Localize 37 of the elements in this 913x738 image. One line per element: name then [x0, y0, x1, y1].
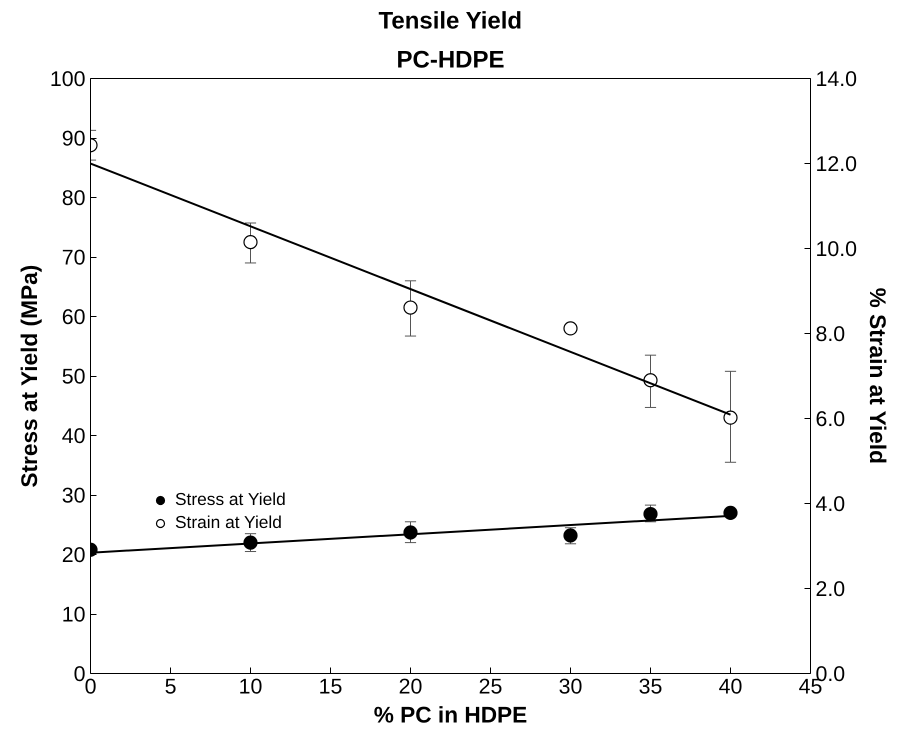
y-axis-title: Stress at Yield (MPa) [16, 264, 42, 488]
y-tick-label: 10 [62, 602, 86, 626]
y2-tick-label: 14.0 [816, 67, 858, 91]
point [563, 321, 578, 336]
x-tick-label: 20 [398, 674, 422, 698]
legend-label: Stress at Yield [175, 489, 286, 510]
y-tick-label: 40 [62, 424, 86, 448]
y-tick-label: 60 [62, 305, 86, 329]
y-tick-label: 100 [50, 67, 86, 91]
y-tick-label: 30 [62, 484, 86, 508]
x-axis-title: % PC in HDPE [374, 702, 528, 728]
chart-title: Tensile Yield [378, 8, 522, 34]
y-tick-label: 80 [62, 186, 86, 210]
y-tick-label: 90 [62, 126, 86, 150]
x-tick-label: 15 [318, 674, 342, 698]
x-tick-label: 5 [164, 674, 176, 698]
y2-tick-label: 4.0 [816, 492, 846, 516]
chart-subtitle: PC-HDPE [396, 46, 505, 74]
legend-label: Strain at Yield [175, 512, 282, 533]
y-tick-label: 20 [62, 543, 86, 567]
point [723, 410, 738, 425]
y2-tick-label: 10.0 [816, 237, 858, 261]
point [403, 300, 418, 315]
point [723, 506, 738, 520]
x-tick-label: 40 [718, 674, 742, 698]
x-tick-label: 35 [638, 674, 662, 698]
x-tick-label: 30 [558, 674, 582, 698]
y2-axis-title: % Strain at Yield [865, 288, 892, 464]
y2-tick-label: 12.0 [816, 152, 858, 176]
x-tick-label: 25 [478, 674, 502, 698]
y2-tick-label: 6.0 [816, 407, 846, 431]
y2-tick-label: 8.0 [816, 322, 846, 346]
point [243, 235, 258, 250]
y-tick-label: 50 [62, 364, 86, 388]
x-tick-label: 10 [238, 674, 262, 698]
y2-tick-label: 2.0 [816, 577, 846, 601]
y-tick-label: 70 [62, 246, 86, 270]
